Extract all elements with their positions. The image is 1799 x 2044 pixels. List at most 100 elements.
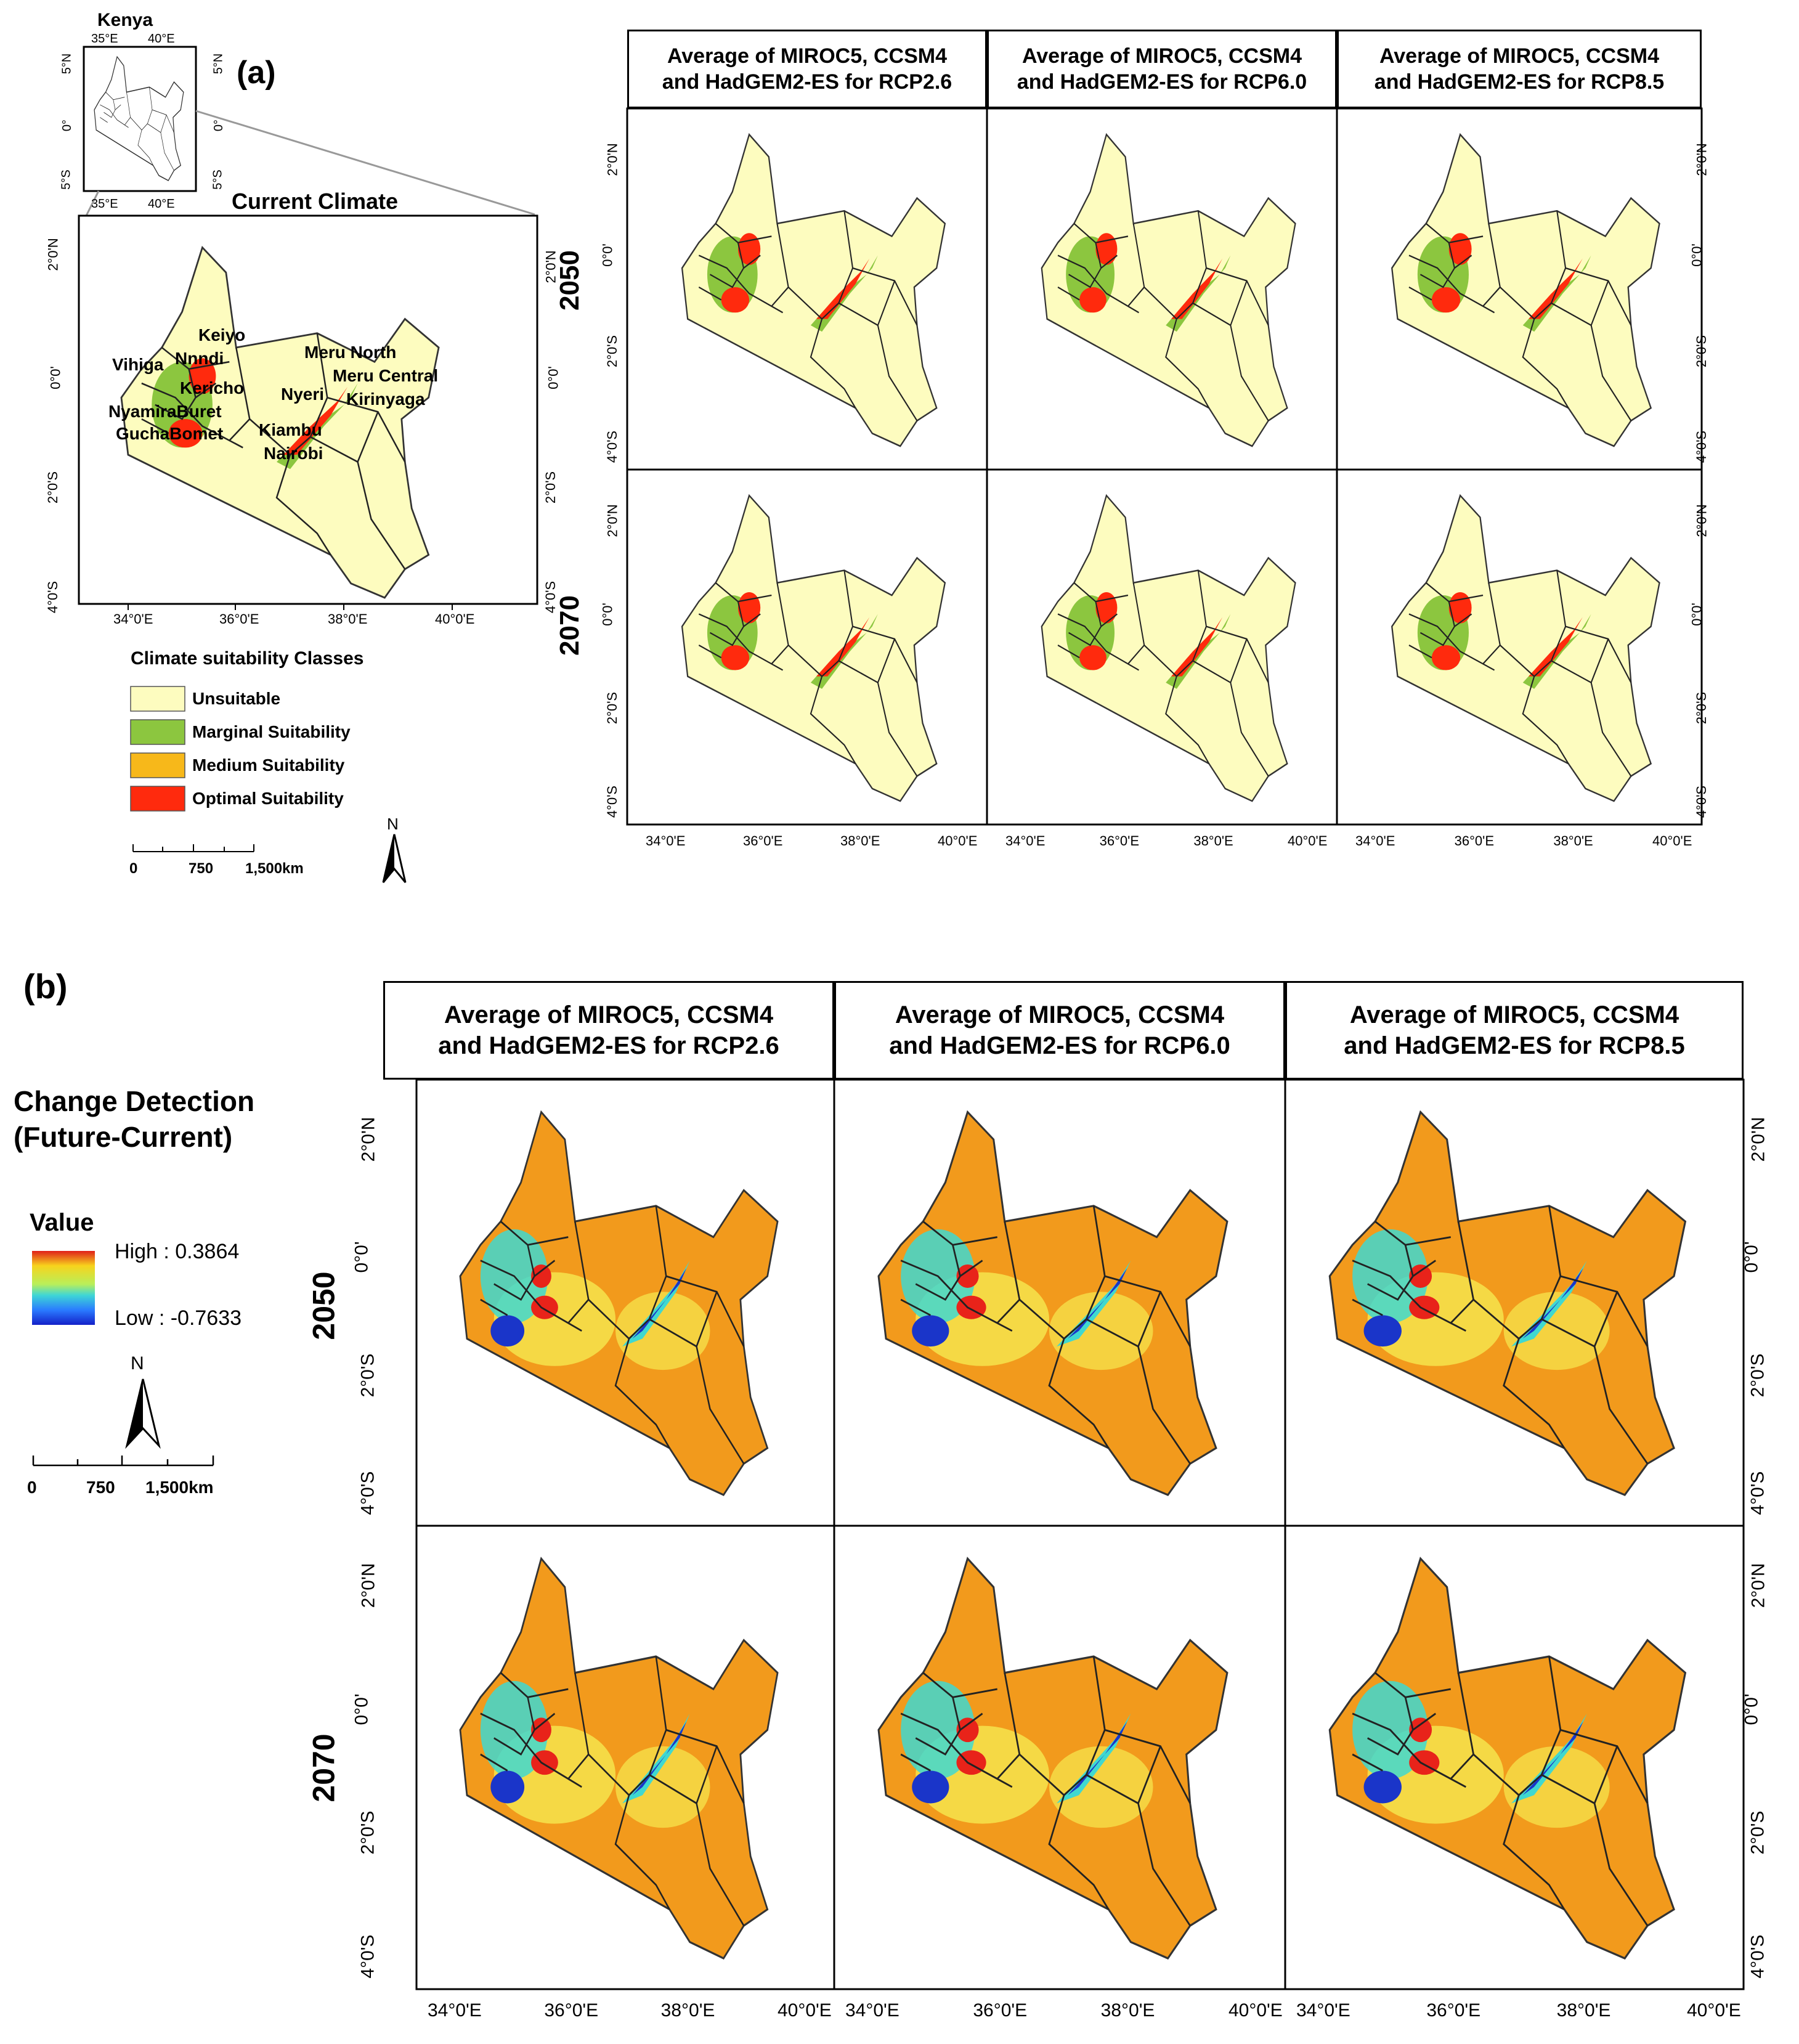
map-frame <box>78 214 538 605</box>
panel-b-tick-x: 40°0'E <box>1228 2000 1283 2021</box>
lowest-zone <box>912 1770 949 1804</box>
panel-b-col-title: Average of MIROC5, CCSM4 and HadGEM2-ES … <box>383 981 834 1080</box>
county-label: Meru Central <box>333 366 439 385</box>
north-arrow-a-fill <box>383 834 394 882</box>
high-zone <box>956 1717 979 1743</box>
panel-a-tick-y-right: 0°0' <box>1689 603 1705 626</box>
panel-a-tick-y-right: 4°0'S <box>1694 430 1710 463</box>
panel-a-tick-x: 40°0'E <box>1288 833 1328 849</box>
county-label: Kericho <box>180 378 245 397</box>
scale-b-label: 1,500km <box>145 1478 214 1497</box>
mid-zone <box>1503 1746 1610 1828</box>
panel-b-row-label: 2070 <box>306 1733 341 1802</box>
scale-a-label: 1,500km <box>245 860 304 877</box>
mid-zone <box>615 1746 710 1828</box>
panel-a-tick-y-left: 2°0'S <box>604 691 620 725</box>
map-frame <box>1284 1525 1745 1990</box>
suitability-map <box>1042 134 1296 446</box>
legend-a-item: Medium Suitability <box>192 755 345 775</box>
panel-b-tick-y-right: 2°0'N <box>1748 1563 1769 1608</box>
panel-a-tick-y-right: 2°0'N <box>1694 143 1710 176</box>
panel-b-tick-y-right: 2°0'S <box>1747 1810 1768 1855</box>
change-map <box>879 1112 1227 1495</box>
panel-b-tick-y-left: 2°0'S <box>357 1353 378 1398</box>
change-ramp <box>32 1251 95 1325</box>
panel-a-tick-y-left: 4°0'S <box>604 785 620 818</box>
panel-a-row-label: 2070 <box>554 595 585 656</box>
panel-a-tick-x: 36°0'E <box>1454 833 1495 849</box>
scale-bar-b <box>32 1456 214 1467</box>
scale-a-label: 750 <box>189 860 214 877</box>
panel-a-row-label: 2050 <box>554 250 585 311</box>
panel-b-col-title: Average of MIROC5, CCSM4 and HadGEM2-ES … <box>1285 981 1744 1080</box>
panel-a-tick-x: 36°0'E <box>743 833 783 849</box>
current-tick-x: 38°0'E <box>328 611 368 627</box>
panel-a-tick-y-right: 4°0'S <box>1694 785 1710 818</box>
county-label: Nairobi <box>264 444 323 463</box>
panel-a-tick-x: 36°0'E <box>1099 833 1140 849</box>
panel-a-col-title: Average of MIROC5, CCSM4 and HadGEM2-ES … <box>1337 30 1702 108</box>
inset-tick-left: 0° <box>60 119 75 132</box>
panel-b-tick-y-left: 2°0'N <box>358 1117 379 1162</box>
panel-a-tick-x: 40°0'E <box>938 833 978 849</box>
panel-a-tick-x: 38°0'E <box>1193 833 1233 849</box>
inset-tick-right: 5°N <box>211 53 225 75</box>
panel-b-tick-x: 38°0'E <box>660 2000 715 2021</box>
panel-b-tick-y-right: 4°0'S <box>1747 1934 1768 1979</box>
panel-a-tick-y-left: 4°0'S <box>604 430 620 463</box>
north-b-label: N <box>131 1353 144 1374</box>
mid-zone <box>1049 1746 1153 1828</box>
panel-a-tick-y-right: 2°0'N <box>1694 504 1710 537</box>
optimal-zone <box>1079 645 1107 670</box>
panel-b-tick-y-left: 2°0'N <box>358 1563 379 1608</box>
legend-a-item: Marginal Suitability <box>192 722 351 741</box>
change-map <box>1330 1112 1685 1495</box>
panel-b-tick-y-right: 0°0' <box>1741 1241 1762 1273</box>
legend-a-swatch <box>130 752 185 778</box>
lowest-zone <box>1363 1770 1402 1804</box>
inset-title: Kenya <box>97 10 153 30</box>
lowest-zone <box>1363 1315 1402 1347</box>
legend-a-item: Optimal Suitability <box>192 789 344 808</box>
current-tick-y-left: 2°0'N <box>45 238 61 271</box>
legend-a-swatch <box>130 686 185 712</box>
panel-b-tick-y-right: 2°0'S <box>1747 1353 1768 1398</box>
panel-b-tick-y-left: 2°0'S <box>357 1810 378 1855</box>
value-label: Value <box>30 1209 94 1236</box>
panel-a-col-title: Average of MIROC5, CCSM4 and HadGEM2-ES … <box>987 30 1337 108</box>
panel-a-tick-y-left: 0°0' <box>599 603 615 626</box>
change-title-2: (Future-Current) <box>14 1121 233 1153</box>
mid-zone <box>615 1292 710 1370</box>
lowest-zone <box>912 1315 949 1347</box>
high-zone <box>531 1264 551 1288</box>
county-label: Keiyo <box>198 325 246 344</box>
mid-zone <box>1049 1292 1153 1370</box>
change-map <box>879 1558 1227 1958</box>
county-label: Vihiga <box>112 355 164 374</box>
current-climate-title: Current Climate <box>232 189 399 214</box>
change-map <box>1330 1558 1685 1958</box>
scale-b-label: 750 <box>86 1478 115 1497</box>
inset-tick-bottom: 40°E <box>148 197 175 211</box>
panel-b-tick-y-left: 4°0'S <box>357 1471 378 1515</box>
panel-b-tick-y-left: 0°0' <box>351 1693 372 1725</box>
current-tick-y-left: 2°0'S <box>45 471 61 504</box>
county-label: GuchaBomet <box>116 424 224 443</box>
north-arrow-b-fill <box>127 1379 143 1446</box>
suitability-map <box>682 134 945 446</box>
ramp-low-label: Low : -0.7633 <box>115 1306 242 1330</box>
county-label: Meru North <box>304 343 397 362</box>
panel-b-label: (b) <box>23 967 68 1006</box>
high-zone <box>1409 1264 1432 1288</box>
panel-b-tick-x: 34°0'E <box>845 2000 900 2021</box>
optimal-zone <box>168 419 203 448</box>
high-zone <box>1409 1717 1432 1743</box>
county-label: Nyeri <box>281 385 325 404</box>
high-zone <box>531 1717 551 1743</box>
panel-b-tick-y-right: 4°0'S <box>1747 1471 1768 1515</box>
panel-b-tick-x: 38°0'E <box>1556 2000 1611 2021</box>
zoom-line <box>195 110 535 216</box>
panel-b-tick-x: 34°0'E <box>1296 2000 1350 2021</box>
high-zone <box>956 1264 979 1288</box>
